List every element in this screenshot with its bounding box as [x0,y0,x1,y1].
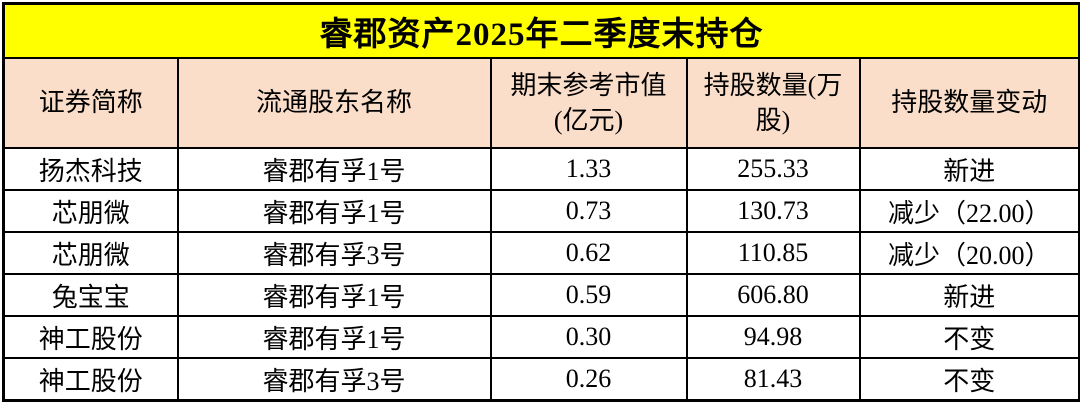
cell-share-change: 减少（22.00） [858,189,1080,233]
column-header-label: 持股数量(万 [703,70,843,100]
table-row: 扬杰科技 睿郡有孚1号 1.33 255.33 新进 [2,147,1080,191]
cell-shareholder-name: 睿郡有孚1号 [176,189,492,233]
column-header-share-count: 持股数量(万 股) [685,57,861,149]
column-header-label: 期末参考市值 [510,70,667,100]
cell-security-name: 扬杰科技 [2,147,179,191]
cell-share-change: 不变 [858,315,1080,359]
cell-share-count: 94.98 [685,315,861,359]
cell-market-value: 0.62 [489,231,688,275]
column-header-market-value: 期末参考市值 (亿元) [489,57,688,149]
cell-market-value: 1.33 [489,147,688,191]
table-row: 兔宝宝 睿郡有孚1号 0.59 606.80 新进 [2,273,1080,317]
cell-security-name: 神工股份 [2,315,179,359]
cell-security-name: 兔宝宝 [2,273,179,317]
column-header-label: 证券简称 [38,88,143,118]
holdings-table: 睿郡资产2025年二季度末持仓 证券简称 流通股东名称 期末参考市值 (亿元) … [2,2,1080,402]
cell-share-count: 110.85 [685,231,861,275]
cell-share-change: 不变 [858,357,1080,402]
column-header-share-change: 持股数量变动 [858,57,1080,149]
cell-share-count: 255.33 [685,147,861,191]
cell-share-change: 新进 [858,147,1080,191]
column-header-security-name: 证券简称 [2,57,179,149]
table-header-row: 证券简称 流通股东名称 期末参考市值 (亿元) 持股数量(万 股) 持股数量变动 [2,57,1080,149]
table-row: 神工股份 睿郡有孚3号 0.26 81.43 不变 [2,357,1080,402]
column-header-label: (亿元) [553,106,624,135]
cell-shareholder-name: 睿郡有孚1号 [176,147,492,191]
cell-share-count: 606.80 [685,273,861,317]
table-title: 睿郡资产2025年二季度末持仓 [2,2,1080,59]
table-row: 芯朋微 睿郡有孚1号 0.73 130.73 减少（22.00） [2,189,1080,233]
cell-market-value: 0.26 [489,357,688,402]
cell-market-value: 0.59 [489,273,688,317]
column-header-shareholder-name: 流通股东名称 [176,57,492,149]
cell-security-name: 芯朋微 [2,231,179,275]
cell-share-change: 新进 [858,273,1080,317]
table-row: 芯朋微 睿郡有孚3号 0.62 110.85 减少（20.00） [2,231,1080,275]
cell-security-name: 神工股份 [2,357,179,402]
cell-share-count: 130.73 [685,189,861,233]
table-row: 神工股份 睿郡有孚1号 0.30 94.98 不变 [2,315,1080,359]
cell-share-count: 81.43 [685,357,861,402]
table-title-row: 睿郡资产2025年二季度末持仓 [2,2,1080,59]
column-header-label: 持股数量变动 [891,88,1048,118]
cell-shareholder-name: 睿郡有孚1号 [176,315,492,359]
cell-shareholder-name: 睿郡有孚1号 [176,273,492,317]
cell-security-name: 芯朋微 [2,189,179,233]
cell-shareholder-name: 睿郡有孚3号 [176,357,492,402]
cell-shareholder-name: 睿郡有孚3号 [176,231,492,275]
column-header-label: 股) [755,106,791,135]
cell-share-change: 减少（20.00） [858,231,1080,275]
column-header-label: 流通股东名称 [255,88,412,118]
cell-market-value: 0.30 [489,315,688,359]
cell-market-value: 0.73 [489,189,688,233]
